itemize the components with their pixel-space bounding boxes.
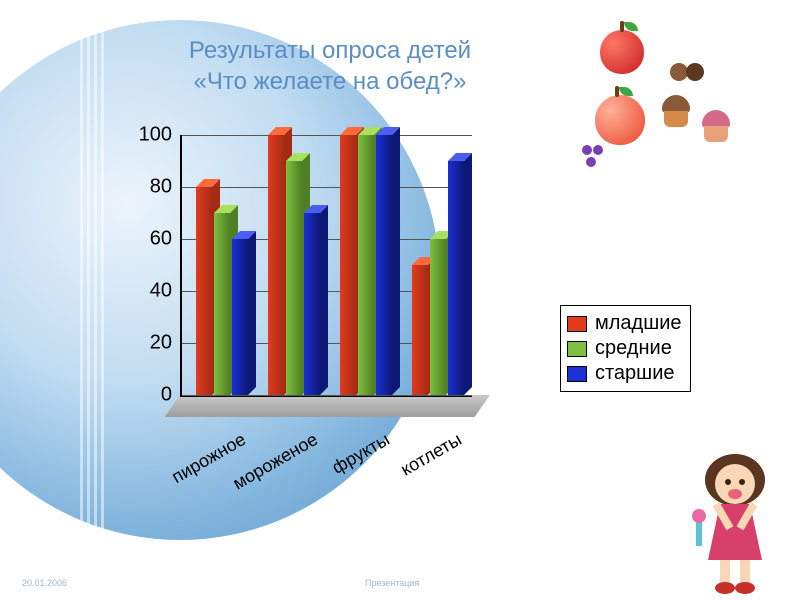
chart-legend: младшиесредниестаршие [560,305,691,392]
gridline [182,135,472,136]
bar-chart: 020406080100 пирожноемороженоефруктыкотл… [120,135,470,435]
slide: Результаты опроса детей «Что желаете на … [0,0,800,600]
y-axis-label: 0 [117,384,172,407]
y-axis-label: 100 [117,124,172,147]
cupcake-icon [700,110,732,142]
bar [304,213,320,395]
title-line-1: Результаты опроса детей [189,37,471,64]
footer-label: Презентация [365,578,419,588]
chart-plot [180,135,472,397]
footer-date: 20.01.2006 [22,578,67,588]
background-lines [80,20,110,540]
bar [268,135,284,395]
bar [196,187,212,395]
bar [286,161,302,395]
gridline [182,395,472,396]
girl-clipart [680,450,790,600]
chart-floor [165,395,490,417]
bar [430,239,446,395]
legend-item: средние [567,337,682,360]
apple-icon [595,95,645,145]
y-axis-label: 20 [117,332,172,355]
bar [358,135,374,395]
y-axis-label: 40 [117,280,172,303]
cupcake-icon [660,95,692,127]
grapes-icon [582,142,603,167]
legend-label: средние [595,337,672,360]
legend-label: старшие [595,362,675,385]
bar [376,135,392,395]
title-line-2: «Что желаете на обед?» [194,68,467,95]
legend-swatch [567,341,587,357]
legend-swatch [567,316,587,332]
bar [448,161,464,395]
bar [340,135,356,395]
candies-icon [670,55,704,86]
legend-item: младшие [567,312,682,335]
legend-label: младшие [595,312,682,335]
legend-swatch [567,366,587,382]
bar [232,239,248,395]
y-axis-label: 80 [117,176,172,199]
gridline [182,187,472,188]
y-axis-label: 60 [117,228,172,251]
bar [214,213,230,395]
bar [412,265,428,395]
apple-icon [600,30,644,74]
slide-title: Результаты опроса детей «Что желаете на … [150,35,510,97]
legend-item: старшие [567,362,682,385]
